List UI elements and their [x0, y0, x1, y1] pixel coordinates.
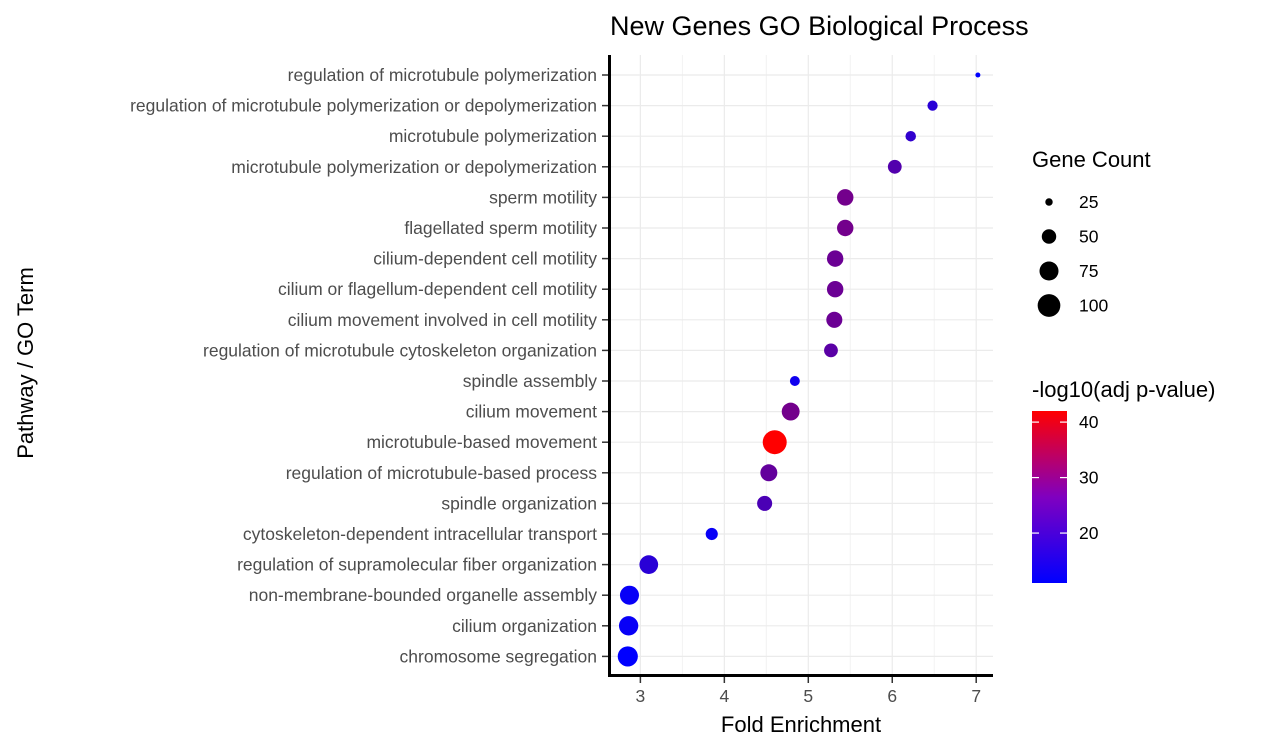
data-point: [760, 464, 778, 482]
y-tick-label: non-membrane-bounded organelle assembly: [249, 585, 598, 605]
data-point: [824, 343, 838, 358]
size-legend-key: [1041, 229, 1057, 244]
y-tick-label: sperm motility: [489, 187, 597, 207]
size-legend-label: 75: [1079, 261, 1098, 281]
data-point: [781, 402, 800, 421]
data-points: [617, 72, 981, 667]
y-axis-label: Pathway / GO Term: [13, 267, 38, 459]
colorbar-label: 30: [1079, 468, 1099, 488]
y-tick-label: regulation of supramolecular fiber organ…: [237, 555, 597, 575]
y-tick-label: cilium movement involved in cell motilit…: [288, 310, 598, 330]
data-point: [619, 585, 639, 605]
x-tick-label: 5: [803, 686, 813, 706]
data-point: [837, 219, 854, 237]
y-tick-label: chromosome segregation: [400, 646, 597, 666]
y-tick-label: spindle assembly: [463, 371, 597, 391]
y-tick-label: cilium or flagellum-dependent cell motil…: [278, 279, 597, 299]
y-tick-label: cilium movement: [466, 402, 597, 422]
colorbar: [1032, 411, 1067, 583]
y-tick-label: regulation of microtubule cytoskeleton o…: [203, 340, 597, 360]
grid-layer: [611, 55, 993, 674]
y-tick-label: microtubule polymerization or depolymeri…: [231, 157, 597, 177]
data-point: [639, 555, 659, 574]
size-legend-key: [1037, 294, 1061, 317]
data-point: [705, 527, 718, 541]
data-point: [887, 159, 902, 174]
size-legend: Gene Count 25 50 75 100: [1032, 147, 1151, 317]
x-tick-label: 4: [719, 686, 729, 706]
size-legend-label: 100: [1079, 296, 1108, 316]
x-tick-label: 6: [887, 686, 897, 706]
x-tick-labels: 3 4 5 6 7: [636, 677, 981, 706]
y-tick-label: cilium organization: [452, 616, 597, 636]
colorbar-label: 40: [1079, 412, 1099, 432]
data-point: [975, 72, 981, 78]
size-legend-label: 50: [1079, 227, 1099, 247]
x-tick-label: 3: [636, 686, 646, 706]
colorbar-label: 20: [1079, 523, 1099, 543]
x-axis-label: Fold Enrichment: [721, 712, 881, 737]
x-tick-label: 7: [971, 686, 981, 706]
y-tick-label: regulation of microtubule-based process: [286, 463, 598, 483]
data-point: [837, 189, 854, 206]
y-tick-label: cytoskeleton-dependent intracellular tra…: [243, 524, 597, 544]
color-legend: -log10(adj p-value) 20 30 40: [1032, 377, 1215, 583]
y-tick-label: microtubule polymerization: [389, 126, 597, 146]
data-point: [618, 616, 639, 636]
size-legend-label: 25: [1079, 192, 1098, 212]
data-point: [826, 311, 843, 328]
data-point: [617, 646, 638, 667]
y-tick-labels: regulation of microtubule polymerization…: [130, 65, 608, 666]
y-tick-label: microtubule-based movement: [366, 432, 597, 452]
size-legend-title: Gene Count: [1032, 147, 1151, 172]
data-point: [789, 376, 800, 386]
data-point: [905, 130, 916, 142]
size-legend-key: [1045, 198, 1053, 206]
data-point: [927, 100, 938, 111]
data-point: [826, 250, 844, 267]
chart-title: New Genes GO Biological Process: [610, 11, 1029, 41]
size-legend-key: [1039, 261, 1059, 281]
axes-layer: [608, 55, 993, 677]
y-tick-label: regulation of microtubule polymerization…: [130, 96, 597, 116]
y-tick-label: cilium-dependent cell motility: [373, 249, 597, 269]
y-tick-label: regulation of microtubule polymerization: [288, 65, 597, 85]
data-point: [826, 280, 844, 298]
data-point: [757, 495, 773, 511]
color-legend-title: -log10(adj p-value): [1032, 377, 1215, 402]
y-tick-label: spindle organization: [441, 493, 597, 513]
data-point: [762, 430, 787, 455]
y-tick-label: flagellated sperm motility: [404, 218, 597, 238]
